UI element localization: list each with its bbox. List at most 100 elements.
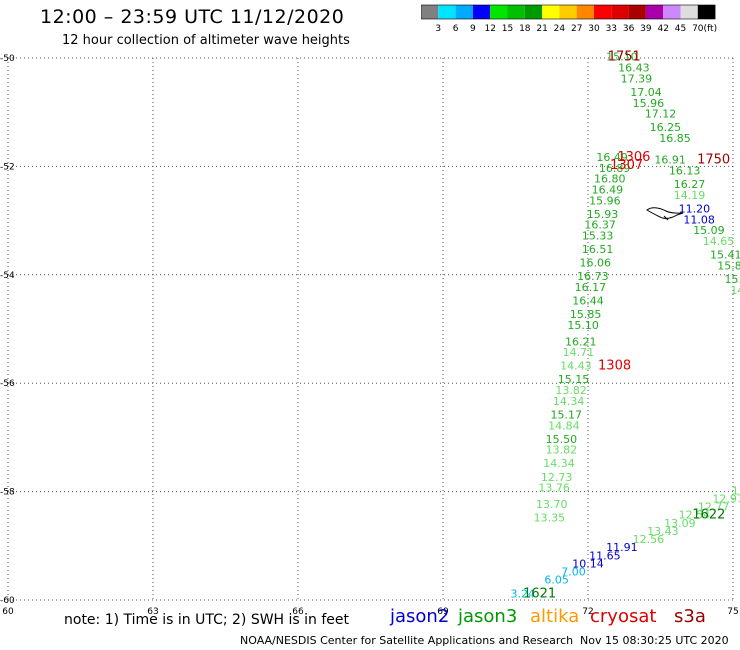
wave-height-value: 16.49 bbox=[592, 184, 624, 197]
wave-height-value: 15.15 bbox=[558, 373, 590, 386]
wave-height-value: 16.51 bbox=[582, 243, 614, 256]
wave-height-value: 15.41 bbox=[710, 249, 740, 262]
time-marker: 1622 bbox=[692, 508, 725, 523]
wave-height-value: 14.84 bbox=[548, 419, 580, 432]
y-tick-label: -60 bbox=[0, 596, 15, 606]
wave-height-value: 15.09 bbox=[693, 224, 725, 237]
wave-height-value: 11.08 bbox=[683, 213, 715, 226]
island-outline bbox=[646, 207, 684, 221]
wave-height-value: 14.34 bbox=[553, 395, 585, 408]
x-tick-label: 66 bbox=[292, 607, 304, 617]
wave-height-value: 15.33 bbox=[582, 230, 614, 243]
y-tick-label: -54 bbox=[0, 271, 15, 281]
wave-height-value: 14. bbox=[739, 295, 740, 308]
legend-swatch bbox=[455, 5, 473, 19]
time-marker: 1750 bbox=[697, 153, 730, 168]
wave-height-value: 13.70 bbox=[536, 498, 568, 511]
wave-height-value: 11.65 bbox=[589, 549, 621, 562]
legend-tick-label: 30 bbox=[588, 24, 600, 34]
wave-height-value: 15.50 bbox=[546, 433, 578, 446]
time-marker: 1621 bbox=[523, 586, 556, 601]
x-tick-label: 60 bbox=[2, 607, 14, 617]
wave-height-value: 15.10 bbox=[606, 51, 638, 64]
wave-height-value: 13.76 bbox=[538, 482, 570, 495]
footer-timestamp: Nov 15 08:30:25 UTC 2020 bbox=[580, 634, 729, 647]
wave-height-value: 16.91 bbox=[654, 154, 686, 167]
legend-swatch bbox=[559, 5, 577, 19]
wave-height-value: 14.65 bbox=[703, 235, 735, 248]
wave-height-value: 16.89 bbox=[599, 162, 631, 175]
wave-height-value: 13.82 bbox=[555, 384, 587, 397]
wave-height-value: 16.85 bbox=[659, 132, 691, 145]
wave-height-value: 14.19 bbox=[674, 189, 706, 202]
legend-swatch bbox=[628, 5, 646, 19]
wave-height-value: 11.20 bbox=[679, 202, 711, 215]
wave-height-value: 15.52 bbox=[725, 273, 740, 286]
legend-swatch bbox=[421, 5, 439, 19]
legend-swatch bbox=[472, 5, 491, 19]
legend-swatch bbox=[611, 5, 629, 19]
wave-height-value: 16.73 bbox=[577, 270, 609, 283]
legend-tick-label: 39 bbox=[640, 24, 652, 34]
x-tick-label: 63 bbox=[147, 607, 158, 617]
wave-height-value: 14.71 bbox=[563, 346, 595, 359]
legend-tick-label: 6 bbox=[453, 24, 459, 34]
legend-unit: (ft) bbox=[704, 24, 718, 34]
x-tick-label: 69 bbox=[437, 607, 449, 617]
y-tick-label: -56 bbox=[0, 379, 15, 389]
satellite-name: s3a bbox=[674, 606, 706, 627]
map-grid bbox=[7, 57, 734, 601]
wave-height-value: 13.82 bbox=[546, 444, 578, 457]
legend-tick-label: 24 bbox=[554, 24, 566, 34]
wave-height-value: 3.24 bbox=[511, 587, 536, 600]
wave-height-value: 15.10 bbox=[567, 319, 599, 332]
wave-height-value: 11.91 bbox=[606, 541, 638, 554]
legend-tick-label: 9 bbox=[470, 24, 476, 34]
legend-swatch bbox=[438, 5, 456, 19]
legend-tick-label: 33 bbox=[606, 24, 617, 34]
wave-height-value: 17.12 bbox=[645, 108, 677, 121]
wave-height-value: 16.21 bbox=[565, 335, 597, 348]
wave-height-value: 17.04 bbox=[630, 86, 662, 99]
wave-height-value: 13.09 bbox=[664, 517, 696, 530]
wave-height-labels: 15.1016.4317.3917.0415.9617.1216.2516.85… bbox=[511, 51, 740, 601]
x-tick-label: 72 bbox=[582, 607, 593, 617]
wave-height-value: 12.77 bbox=[698, 501, 730, 514]
time-marker: 1751 bbox=[608, 50, 641, 65]
wave-height-value: 10.14 bbox=[572, 557, 604, 570]
wave-height-value: 16.25 bbox=[650, 121, 682, 134]
wave-height-value: 15.96 bbox=[589, 194, 621, 207]
wave-height-value: 14.43 bbox=[560, 360, 592, 373]
legend-tick-label: 3 bbox=[435, 24, 441, 34]
y-tick-label: -58 bbox=[0, 488, 15, 498]
legend-tick-label: 42 bbox=[657, 24, 668, 34]
wave-height-value: 12.54 bbox=[679, 509, 711, 522]
wave-height-value: 17.39 bbox=[621, 72, 653, 85]
wave-height-value: 16.37 bbox=[584, 219, 616, 232]
satellite-name: cryosat bbox=[590, 606, 657, 627]
footer-credit: NOAA/NESDIS Center for Satellite Applica… bbox=[240, 634, 574, 647]
wave-height-value: 14.34 bbox=[543, 457, 575, 470]
wave-height-value: 13.82 bbox=[732, 484, 740, 497]
color-scale-legend: 3 6 9 12 15 18 21 24 27 30 33 36 39 42 45 70 (ft) bbox=[421, 4, 718, 34]
satellite-name: jason2 bbox=[390, 606, 450, 627]
wave-height-value: 16.27 bbox=[674, 178, 706, 191]
wave-height-value: 12.73 bbox=[541, 471, 573, 484]
page-subtitle: 12 hour collection of altimeter wave hei… bbox=[62, 33, 350, 48]
legend-swatch bbox=[507, 5, 525, 19]
wave-height-value: 16.43 bbox=[618, 62, 650, 75]
wave-height-value: 15.93 bbox=[587, 208, 619, 221]
wave-height-value: 16.06 bbox=[580, 257, 612, 270]
legend-swatch bbox=[524, 5, 543, 19]
wave-height-value: 6.05 bbox=[544, 574, 569, 587]
wave-height-value: 16.44 bbox=[572, 295, 604, 308]
legend-swatch bbox=[697, 5, 716, 19]
y-tick-label: -50 bbox=[0, 54, 15, 64]
axis-labels: 60 63 66 69 72 75 -50 -52 -54 -56 -58 -60 bbox=[0, 54, 739, 617]
satellite-name: altika bbox=[530, 606, 580, 627]
wave-height-value: 12.97 bbox=[712, 492, 740, 505]
satellite-name: jason3 bbox=[458, 606, 518, 627]
wave-height-value: 15.85 bbox=[570, 308, 602, 321]
